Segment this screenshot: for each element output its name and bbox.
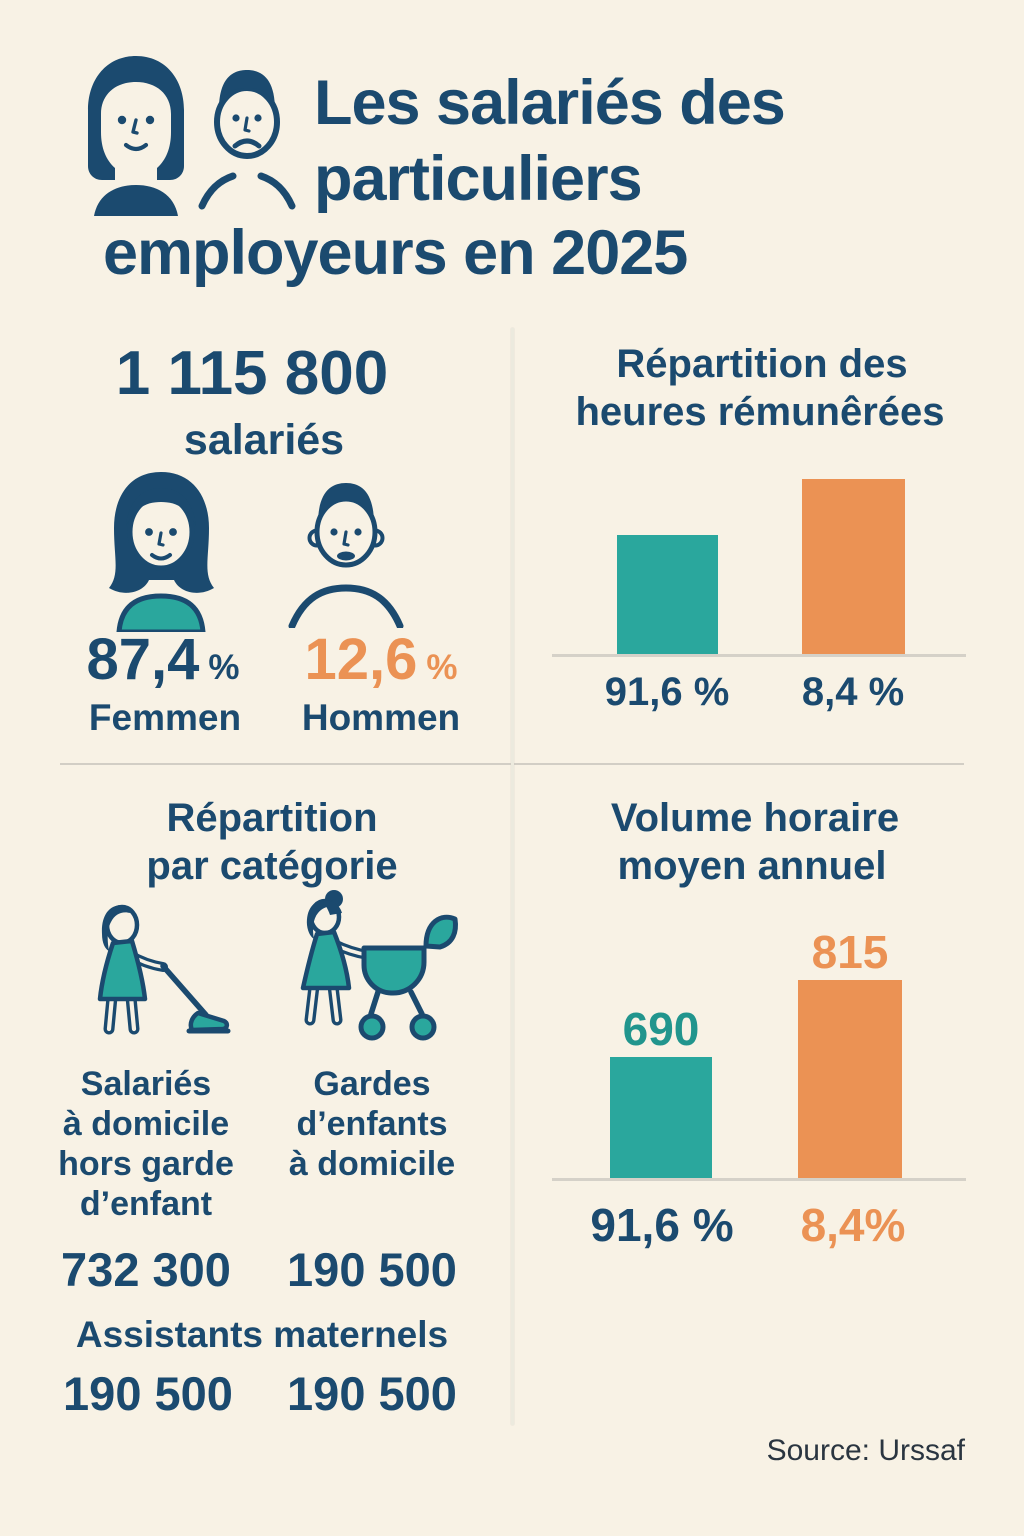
men-percentage-unit: % (426, 648, 458, 687)
source-credit: Source: Urssaf (766, 1434, 965, 1467)
header-woman-icon (88, 56, 184, 216)
man-avatar-icon (288, 483, 404, 628)
volume-chart-bar-orange (798, 980, 902, 1179)
women-percentage-unit: % (208, 648, 240, 687)
category-2-line1: Gardes (313, 1065, 431, 1103)
men-percentage: 12,6% (304, 626, 457, 693)
women-label: Femmen (88, 697, 242, 738)
total-employees-number: 1 115 800 (115, 339, 389, 408)
woman-avatar-icon (109, 472, 214, 632)
page-title-line1: Les salariés des (314, 68, 786, 138)
categories-title-line2: par catégorie (146, 844, 398, 888)
hours-chart-title-line1: Répartition des (616, 342, 908, 386)
category-1-value: 732 300 (61, 1243, 231, 1296)
assistants-value-left: 190 500 (63, 1367, 233, 1420)
childcare-stroller-icon (300, 890, 458, 1041)
category-2-line2: d’enfants (296, 1105, 448, 1143)
category-1-line2: à domicile (62, 1105, 230, 1143)
assistants-label: Assistants maternels (75, 1314, 449, 1355)
category-1-line1: Salariés (80, 1065, 212, 1103)
category-2-label: Gardes d’enfants à domicile (289, 1064, 455, 1184)
volume-chart-value-2: 815 (811, 926, 889, 978)
category-2-value: 190 500 (287, 1243, 457, 1296)
hours-chart-bar-orange (802, 479, 905, 655)
category-2-line3: à domicile (288, 1145, 456, 1183)
page-title-line2: particuliers (314, 144, 643, 214)
volume-chart-baseline (552, 1178, 966, 1181)
volume-chart-label-2: 8,4% (800, 1199, 906, 1251)
women-percentage: 87,4% (86, 626, 239, 693)
home-cleaner-vacuum-icon (97, 904, 231, 1035)
volume-chart-title-line1: Volume horaire (610, 796, 900, 840)
hours-chart-label-2: 8,4 % (801, 670, 905, 714)
volume-chart-value-1: 690 (622, 1003, 700, 1055)
volume-chart-title-line2: moyen annuel (617, 844, 887, 888)
category-1-line4: d’enfant (79, 1185, 213, 1223)
hours-chart-label-1: 91,6 % (604, 670, 730, 714)
vertical-divider (511, 328, 514, 1425)
men-percentage-value: 12,6 (304, 627, 418, 692)
category-1-label: Salariés à domicile hors garde d’enfant (58, 1064, 234, 1224)
hours-chart-bar-teal (617, 535, 718, 655)
women-percentage-value: 87,4 (86, 627, 200, 692)
hours-chart-baseline (552, 654, 966, 657)
volume-chart-bar-teal (610, 1057, 712, 1179)
men-label: Hommen (301, 697, 461, 738)
hours-chart-title-line2: heures rémunêrées (575, 390, 945, 434)
volume-chart-label-1: 91,6 % (590, 1199, 734, 1251)
categories-title-line1: Répartition (166, 796, 378, 840)
assistants-value-right: 190 500 (287, 1367, 457, 1420)
page-title-line3: employeurs en 2025 (103, 218, 688, 288)
category-1-line3: hors garde (58, 1145, 234, 1183)
header-man-icon (198, 70, 296, 210)
total-employees-label: salariés (183, 416, 345, 464)
